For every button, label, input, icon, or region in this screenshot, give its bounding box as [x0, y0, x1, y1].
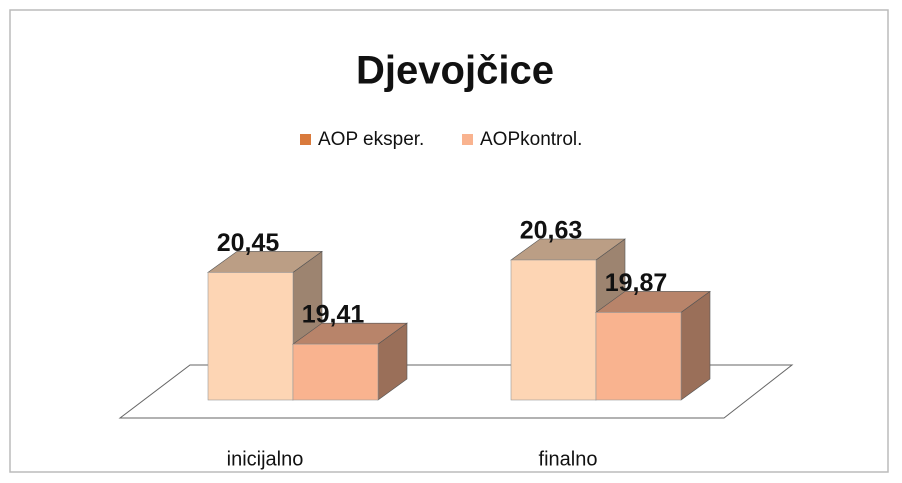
legend-label: AOP eksper.	[318, 129, 424, 150]
x-tick-label: inicijalno	[227, 448, 304, 470]
legend-label: AOPkontrol.	[480, 129, 582, 150]
legend-swatch	[462, 134, 473, 145]
value-label: 20,63	[520, 217, 583, 245]
value-label: 19,87	[605, 269, 668, 297]
chart-title: Djevojčice	[356, 49, 554, 93]
x-tick-label: finalno	[539, 448, 598, 470]
bar	[595, 290, 711, 401]
bar-front	[595, 312, 682, 401]
bar-front	[510, 259, 597, 401]
bar	[292, 322, 408, 401]
legend-swatch	[300, 134, 311, 145]
value-label: 20,45	[217, 229, 280, 257]
bar-front	[207, 272, 294, 401]
bar-front	[292, 343, 379, 401]
value-label: 19,41	[302, 301, 365, 329]
